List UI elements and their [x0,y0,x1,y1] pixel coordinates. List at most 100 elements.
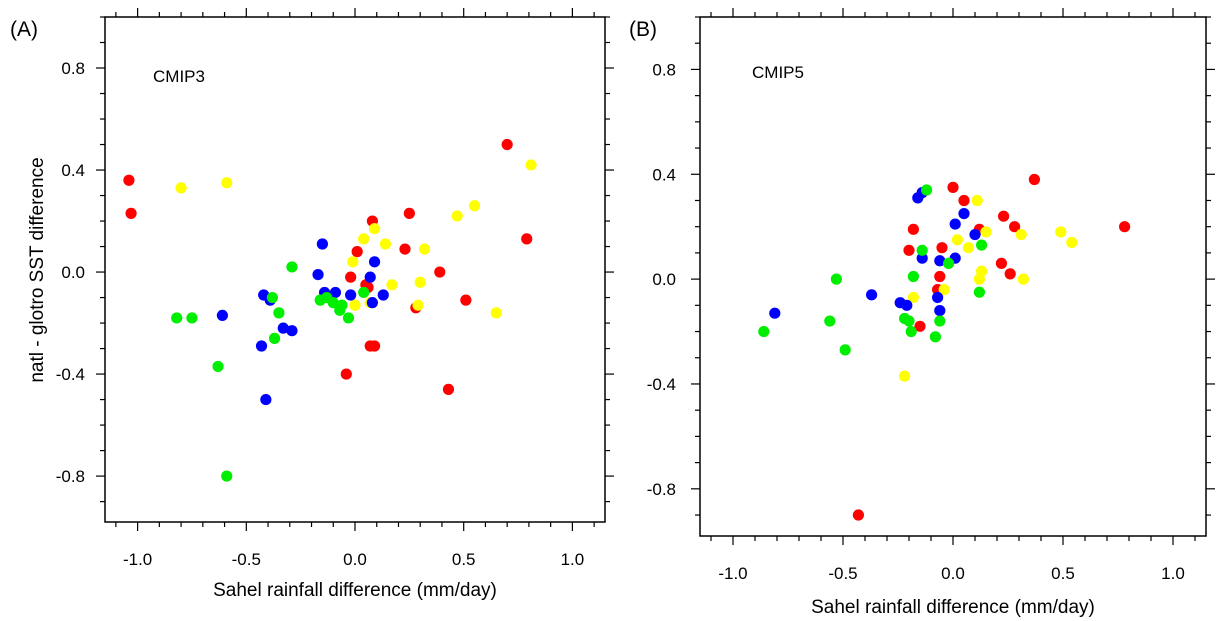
data-point [962,242,975,254]
axis-ticks [691,8,1215,545]
data-point [907,270,920,283]
data-point [934,315,946,327]
x-tick-label: -0.5 [828,564,857,583]
data-point [125,207,137,219]
x-tick-label: 1.0 [1161,564,1185,583]
data-point [929,331,942,343]
data-point [268,332,281,344]
panel-a-cmip3: -1.0 -0.5 0.0 0.5 1.0 -0.8 -0.4 0.0 0.4 0.8 (A) CMI… [10,8,614,601]
data-point [951,234,964,246]
data-point [123,174,135,186]
data-point [345,271,357,283]
data-point [266,291,278,304]
data-point [460,294,472,306]
data-point [399,243,411,255]
data-point [936,242,948,254]
data-point [521,233,533,245]
data-point [286,325,298,337]
data-point [938,284,950,296]
data-point [414,276,426,288]
axis-ticks [96,8,614,531]
y-tick-label: 0.4 [61,161,85,180]
data-point [386,279,398,291]
plot-frame [104,16,606,523]
data-point [824,315,836,327]
data-point [866,289,878,301]
x-tick-label: 0.0 [941,564,965,583]
y-tick-label: 0.8 [61,59,85,78]
chart-title: CMIP5 [752,63,804,82]
data-point [998,210,1010,222]
x-tick-label: -0.5 [232,550,261,569]
data-point [216,309,228,322]
data-point [260,393,272,406]
y-tick-label: 0.4 [652,165,676,184]
data-point [903,315,915,327]
data-point [934,304,946,317]
data-point [412,299,424,311]
data-point [947,181,959,193]
data-point [358,286,370,299]
x-tick-label: 0.0 [343,550,367,569]
y-tick-label: 0.0 [652,270,676,289]
panel-b-cmip5: -1.0 -0.5 0.0 0.5 1.0 -0.8 -0.4 0.0 0.4 0.8 (B) CMI… [629,8,1215,618]
series-0 [123,138,533,395]
data-point [934,270,946,283]
data-point [932,291,944,304]
data-point [916,252,928,264]
data-point [345,289,357,301]
data-point [403,207,415,219]
data-point [379,238,392,250]
data-point [368,340,381,352]
data-point [277,322,289,334]
data-point [368,223,381,235]
x-axis-label: Sahel rainfall difference (mm/day) [811,597,1095,618]
data-point [1028,173,1040,186]
y-tick-label: -0.4 [56,365,85,384]
data-point [907,223,920,235]
data-point [501,138,513,151]
y-tick-label: 0.8 [652,60,676,79]
data-point [1066,236,1078,249]
series-2 [769,187,981,319]
y-tick-label: 0.0 [61,263,85,282]
panel-label: (A) [10,18,38,41]
series-0 [852,173,1131,521]
data-point [377,289,389,301]
data-point [769,307,781,319]
data-point [221,470,233,482]
data-point [839,344,851,356]
data-point [905,325,917,338]
plot-frame [699,16,1207,537]
data-point [901,299,913,311]
x-tick-label: 0.5 [452,550,476,569]
y-tick-label: -0.8 [56,467,85,486]
data-point [327,297,339,309]
data-point [316,238,328,250]
panel-label: (B) [629,18,657,41]
data-point [914,320,926,332]
x-axis-label: Sahel rainfall difference (mm/day) [213,580,497,601]
data-point [358,233,370,245]
data-point [342,312,355,324]
data-point [899,370,911,382]
data-point [916,244,928,256]
data-point [314,294,326,306]
data-point [329,286,342,299]
x-tick-label: -1.0 [123,550,152,569]
data-point [912,192,924,204]
data-point [830,273,843,285]
data-point [368,256,381,268]
data-point [921,184,933,196]
data-point [418,243,431,255]
data-point [364,271,376,283]
y-tick-label: -0.4 [647,375,676,394]
data-point [758,325,770,338]
data-point [347,256,359,268]
data-point [221,177,233,189]
series-3 [758,184,988,356]
x-tick-label: -1.0 [718,564,747,583]
data-point [175,182,187,194]
data-point [490,307,502,319]
